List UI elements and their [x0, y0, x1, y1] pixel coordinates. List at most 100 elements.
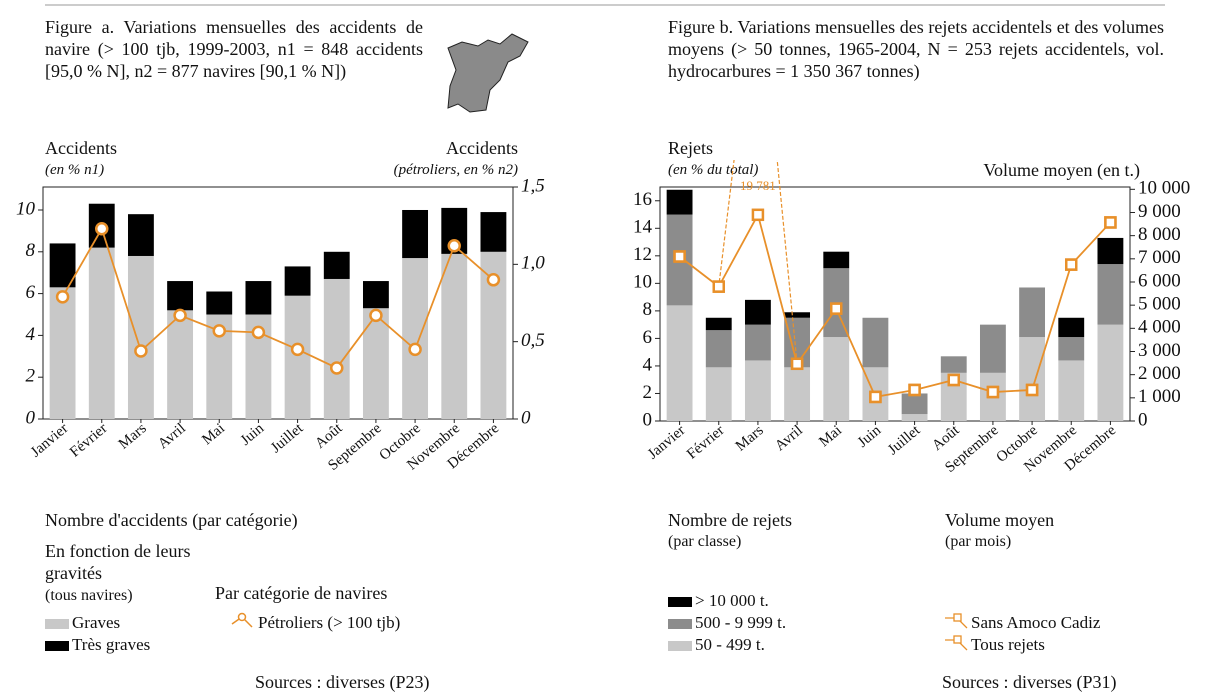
x-tick-label: Juillet	[885, 422, 924, 458]
bar-segment	[88, 247, 115, 419]
y2-tick-label: 6 000	[1138, 270, 1181, 291]
x-tick-label: Mars	[116, 420, 150, 452]
legend-title: (par classe)	[668, 533, 742, 550]
source: Sources : diverses (P31)	[942, 672, 1117, 692]
marker	[330, 361, 344, 375]
bar-segment	[744, 299, 771, 325]
legend-marker	[953, 613, 962, 622]
bar-segment	[901, 393, 928, 415]
bar-segment	[705, 330, 732, 368]
bar-segment	[362, 308, 389, 419]
legend-swatch	[668, 641, 692, 651]
marker	[55, 290, 70, 304]
marker	[790, 357, 804, 371]
marker	[1025, 383, 1039, 397]
bar-segment	[823, 251, 850, 269]
y2-tick-label: 7 000	[1138, 247, 1181, 268]
y2-label: Volume moyen (en t.)	[983, 160, 1140, 180]
bar-segment	[666, 305, 693, 421]
bar-segment	[49, 287, 76, 419]
line	[61, 226, 495, 370]
bar-segment	[1058, 337, 1085, 361]
x-tick-label: Mai	[816, 422, 845, 450]
bar-segment	[49, 243, 76, 288]
legend-label: 50 - 499 t.	[695, 635, 765, 654]
bar-segment	[284, 295, 311, 419]
marker	[212, 324, 226, 338]
bar-segment	[127, 255, 154, 419]
marker	[447, 239, 461, 253]
legend-title: Par catégorie de navires	[215, 583, 388, 603]
legend-title: (tous navires)	[45, 587, 133, 604]
y-label: Accidents	[45, 138, 117, 158]
legend-label: Sans Amoco Cadiz	[971, 613, 1101, 632]
bar-segment	[666, 189, 693, 215]
bar-segment	[744, 324, 771, 361]
y2-tick-label: 5 000	[1138, 294, 1181, 315]
legend-label: Graves	[72, 613, 120, 632]
y2-sublabel: (pétroliers, en % n2)	[393, 162, 518, 178]
marker	[173, 308, 187, 323]
y-sublabel: (en % du total)	[668, 162, 759, 178]
y2-tick-label: 2 000	[1138, 363, 1181, 384]
marker	[947, 373, 960, 387]
bar-segment	[362, 281, 389, 309]
bar-segment	[245, 281, 272, 315]
bar-segment	[323, 251, 350, 279]
x-tick-label: Février	[67, 420, 110, 460]
y-tick-label: 10	[633, 272, 652, 293]
bar-segment	[402, 209, 429, 259]
y2-tick-label: 8 000	[1138, 224, 1181, 245]
marker	[830, 302, 843, 315]
x-tick-label: Mars	[733, 422, 767, 454]
legend-swatch	[668, 619, 692, 629]
bar-segment	[1097, 324, 1124, 421]
bar-segment	[1019, 287, 1046, 338]
value-label: 19 781	[740, 178, 776, 193]
y-tick-label: 8	[26, 240, 36, 261]
x-tick-label: Mai	[199, 420, 228, 448]
bar-segment	[1097, 237, 1124, 265]
y-tick-label: 10	[16, 198, 36, 219]
marker	[134, 344, 148, 358]
marker	[1065, 258, 1078, 271]
y2-tick-label: 3 000	[1138, 340, 1181, 361]
bar-segment	[705, 367, 732, 421]
y2-label: Accidents	[446, 138, 518, 158]
bar-segment	[402, 258, 429, 419]
map-icon	[447, 33, 529, 113]
marker	[408, 342, 422, 357]
bar-segment	[784, 312, 811, 318]
marker	[290, 342, 305, 357]
y-tick-label: 4	[643, 354, 653, 375]
bar-segment	[480, 212, 507, 252]
bar-segment	[167, 310, 194, 419]
y2-tick-label: 1 000	[1138, 386, 1181, 407]
source: Sources : diverses (P23)	[255, 672, 430, 692]
y-tick-label: 4	[26, 324, 36, 345]
x-tick-label: Juin	[238, 420, 268, 449]
y-tick-label: 12	[633, 244, 652, 265]
y2-tick-label: 4 000	[1138, 317, 1181, 338]
legend-title: Nombre de rejets	[668, 510, 792, 530]
y2-tick-label: 0	[521, 407, 531, 428]
x-tick-label: Juin	[855, 422, 885, 451]
bar-segment	[1019, 337, 1046, 421]
plot-frame	[42, 186, 514, 420]
legend-swatch	[45, 641, 69, 651]
bar-segment	[705, 317, 732, 331]
y-tick-label: 14	[633, 217, 653, 238]
legend-label: Tous rejets	[971, 635, 1045, 654]
bar-segment	[127, 214, 154, 256]
y-tick-label: 6	[643, 327, 653, 348]
y2-tick-label: 1,0	[521, 253, 545, 274]
bar-segment	[323, 278, 350, 419]
bar-segment	[284, 266, 311, 296]
marker	[908, 383, 921, 397]
y2-tick-label: 0,5	[521, 330, 545, 351]
y2-tick-label: 1,5	[521, 175, 545, 196]
x-tick-label: Juillet	[268, 420, 307, 456]
y-label: Rejets	[668, 138, 713, 158]
